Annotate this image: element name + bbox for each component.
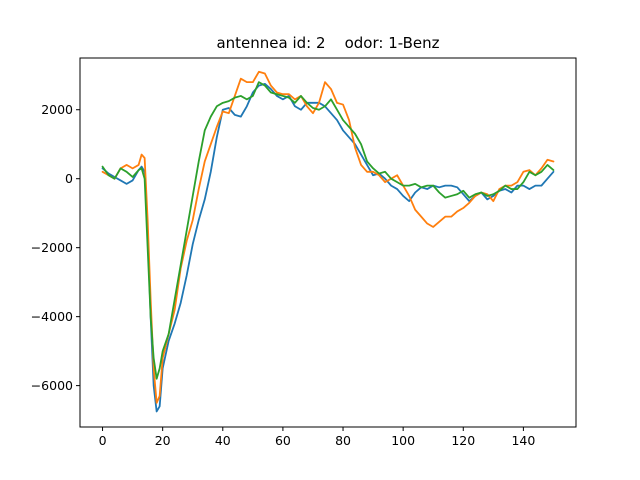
ticks-layer: 0 20 40 60 80 100 120 140 −6000 −4000 −2000 0 2000 (31, 102, 536, 448)
x-tick-label: 140 (511, 433, 535, 448)
series-layer (101, 70, 555, 413)
x-tick-label: 60 (275, 433, 291, 448)
chart-title: antennea id: 2 odor: 1-Benz (216, 34, 439, 52)
y-tick-label: −2000 (31, 240, 73, 255)
x-tick-label: 0 (99, 433, 107, 448)
plot-frame (79, 57, 577, 428)
x-tick-label: 20 (155, 433, 171, 448)
y-tick-label: −4000 (31, 309, 73, 324)
y-tick-label: 0 (65, 171, 73, 186)
series-line-2 (101, 70, 555, 404)
y-tick-label: −6000 (31, 378, 73, 393)
x-tick-label: 80 (335, 433, 351, 448)
y-tick-label: 2000 (41, 102, 73, 117)
x-tick-label: 100 (391, 433, 415, 448)
x-tick-label: 40 (215, 433, 231, 448)
x-tick-label: 120 (451, 433, 475, 448)
series-line-3 (101, 81, 555, 380)
series-line-1 (101, 82, 555, 413)
